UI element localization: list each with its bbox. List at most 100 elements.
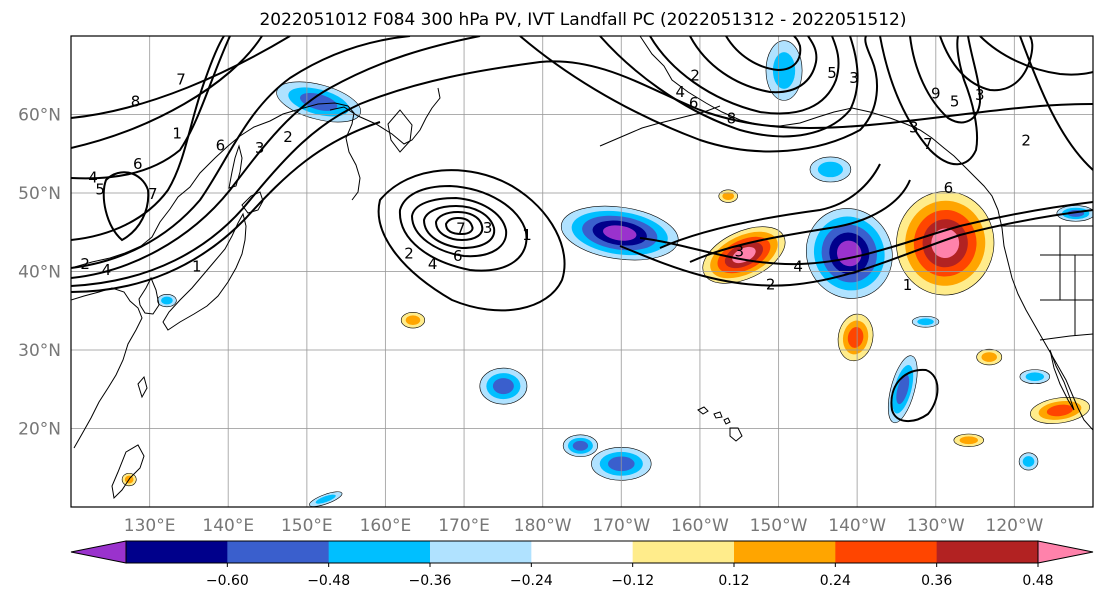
border-states bbox=[1040, 226, 1093, 336]
pc-level bbox=[959, 436, 978, 445]
pv-contour bbox=[689, 179, 911, 263]
pc-shading-layer bbox=[121, 40, 1093, 507]
lon-tick-label: 130°E bbox=[124, 516, 176, 536]
colorbar-tick-label: −0.12 bbox=[611, 573, 654, 589]
pv-contour bbox=[649, 36, 840, 115]
coast-west-us bbox=[997, 209, 1093, 431]
contour-label: 4 bbox=[88, 169, 98, 187]
lon-tick-label: 150°W bbox=[750, 516, 808, 536]
pc-region bbox=[1030, 397, 1090, 424]
coast-kamchatka-peninsula bbox=[387, 109, 413, 153]
contour-label: 8 bbox=[131, 92, 141, 110]
pc-level bbox=[315, 494, 336, 504]
contour-label: 3 bbox=[909, 118, 919, 136]
contour-label: 2 bbox=[766, 275, 776, 293]
pc-region bbox=[157, 293, 177, 308]
pc-region bbox=[309, 491, 343, 507]
lon-tick-label: 170°E bbox=[438, 516, 490, 536]
colorbar-segment bbox=[835, 541, 938, 563]
map-frame bbox=[70, 35, 1094, 508]
pc-region bbox=[1018, 452, 1039, 471]
lon-tick-label: 130°W bbox=[907, 516, 965, 536]
pc-level bbox=[817, 161, 844, 178]
colorbar-segment bbox=[126, 541, 228, 563]
contour-label: 6 bbox=[944, 179, 954, 197]
pc-region bbox=[896, 191, 995, 296]
lon-tick-label: 170°W bbox=[592, 516, 650, 536]
pc-level bbox=[981, 352, 997, 362]
pv-contour bbox=[599, 36, 859, 138]
coast-taiwan bbox=[137, 375, 148, 399]
pv-contour bbox=[879, 36, 979, 166]
pv-contour bbox=[377, 169, 566, 312]
contour-label: 3 bbox=[483, 219, 493, 237]
contour-label: 5 bbox=[827, 64, 837, 82]
colorbar-tick-label: 0.12 bbox=[718, 573, 749, 589]
colorbar-tick-label: −0.36 bbox=[409, 573, 452, 589]
pc-level bbox=[572, 440, 589, 451]
colorbar-tick-label: 0.48 bbox=[1022, 573, 1053, 589]
lon-tick-label: 140°W bbox=[828, 516, 886, 536]
contour-label: 7 bbox=[176, 70, 186, 88]
pv-contour bbox=[434, 210, 484, 242]
contour-label: 1 bbox=[903, 276, 913, 294]
colorbar-segment bbox=[328, 541, 431, 563]
pv-contour bbox=[71, 36, 263, 149]
pc-region bbox=[560, 205, 679, 261]
pc-region bbox=[400, 312, 426, 329]
coast-japan bbox=[162, 212, 247, 331]
pc-level bbox=[492, 378, 514, 395]
pv-contour bbox=[71, 60, 1093, 287]
lat-tick-label: 20°N bbox=[18, 420, 61, 440]
gridlines bbox=[71, 36, 1093, 507]
lat-tick-label: 30°N bbox=[18, 341, 61, 361]
pc-level bbox=[1025, 372, 1045, 382]
coast-hawaii bbox=[697, 406, 743, 442]
colorbar-extend-high bbox=[1037, 540, 1094, 564]
pv-contour bbox=[102, 171, 150, 242]
contour-label: 1 bbox=[192, 257, 202, 275]
pc-level bbox=[1046, 404, 1074, 417]
colorbar-segment bbox=[936, 541, 1039, 563]
colorbar-outline bbox=[125, 540, 1039, 564]
pc-level bbox=[931, 228, 960, 259]
coast-baja bbox=[1049, 349, 1075, 411]
contour-label: 2 bbox=[690, 67, 700, 85]
contour-label: 3 bbox=[975, 86, 985, 104]
pv-contour bbox=[422, 204, 496, 250]
coastlines bbox=[71, 36, 1093, 500]
pv-contour bbox=[619, 209, 1093, 287]
pc-region bbox=[837, 313, 874, 362]
contour-label: 2 bbox=[404, 245, 414, 263]
contour-label: 6 bbox=[216, 136, 226, 154]
contour-label: 7 bbox=[456, 220, 466, 238]
lon-tick-label: 150°E bbox=[281, 516, 333, 536]
pc-level bbox=[1022, 456, 1035, 467]
contour-label: 6 bbox=[133, 155, 143, 173]
lon-tick-label: 180°W bbox=[514, 516, 572, 536]
contour-label: 4 bbox=[793, 257, 803, 275]
contour-label: 1 bbox=[522, 226, 532, 244]
pv-contour bbox=[519, 36, 878, 153]
border-us-mexico bbox=[1039, 333, 1093, 341]
pc-region bbox=[911, 315, 940, 328]
coast-philippines bbox=[111, 444, 145, 500]
pv-contour bbox=[71, 121, 381, 293]
contour-label: 1 bbox=[172, 125, 182, 143]
contour-label: 4 bbox=[102, 261, 112, 279]
colorbar-extend-low bbox=[70, 540, 127, 564]
contour-label: 5 bbox=[950, 92, 960, 110]
colorbar: −0.60 −0.48 −0.36 −0.24 −0.12 0.12 0.24 0.36 0.4… bbox=[70, 540, 1094, 589]
pv-contours bbox=[71, 36, 1093, 422]
pc-region bbox=[718, 189, 738, 203]
coast-asia bbox=[71, 102, 361, 269]
pv-contour bbox=[659, 163, 881, 249]
contour-label: 4 bbox=[428, 255, 438, 273]
pc-level bbox=[722, 192, 735, 201]
contour-label: 8 bbox=[727, 110, 737, 128]
contour-label: 6 bbox=[689, 94, 699, 112]
coast-sakhalin bbox=[228, 144, 243, 189]
pc-region bbox=[479, 367, 528, 405]
